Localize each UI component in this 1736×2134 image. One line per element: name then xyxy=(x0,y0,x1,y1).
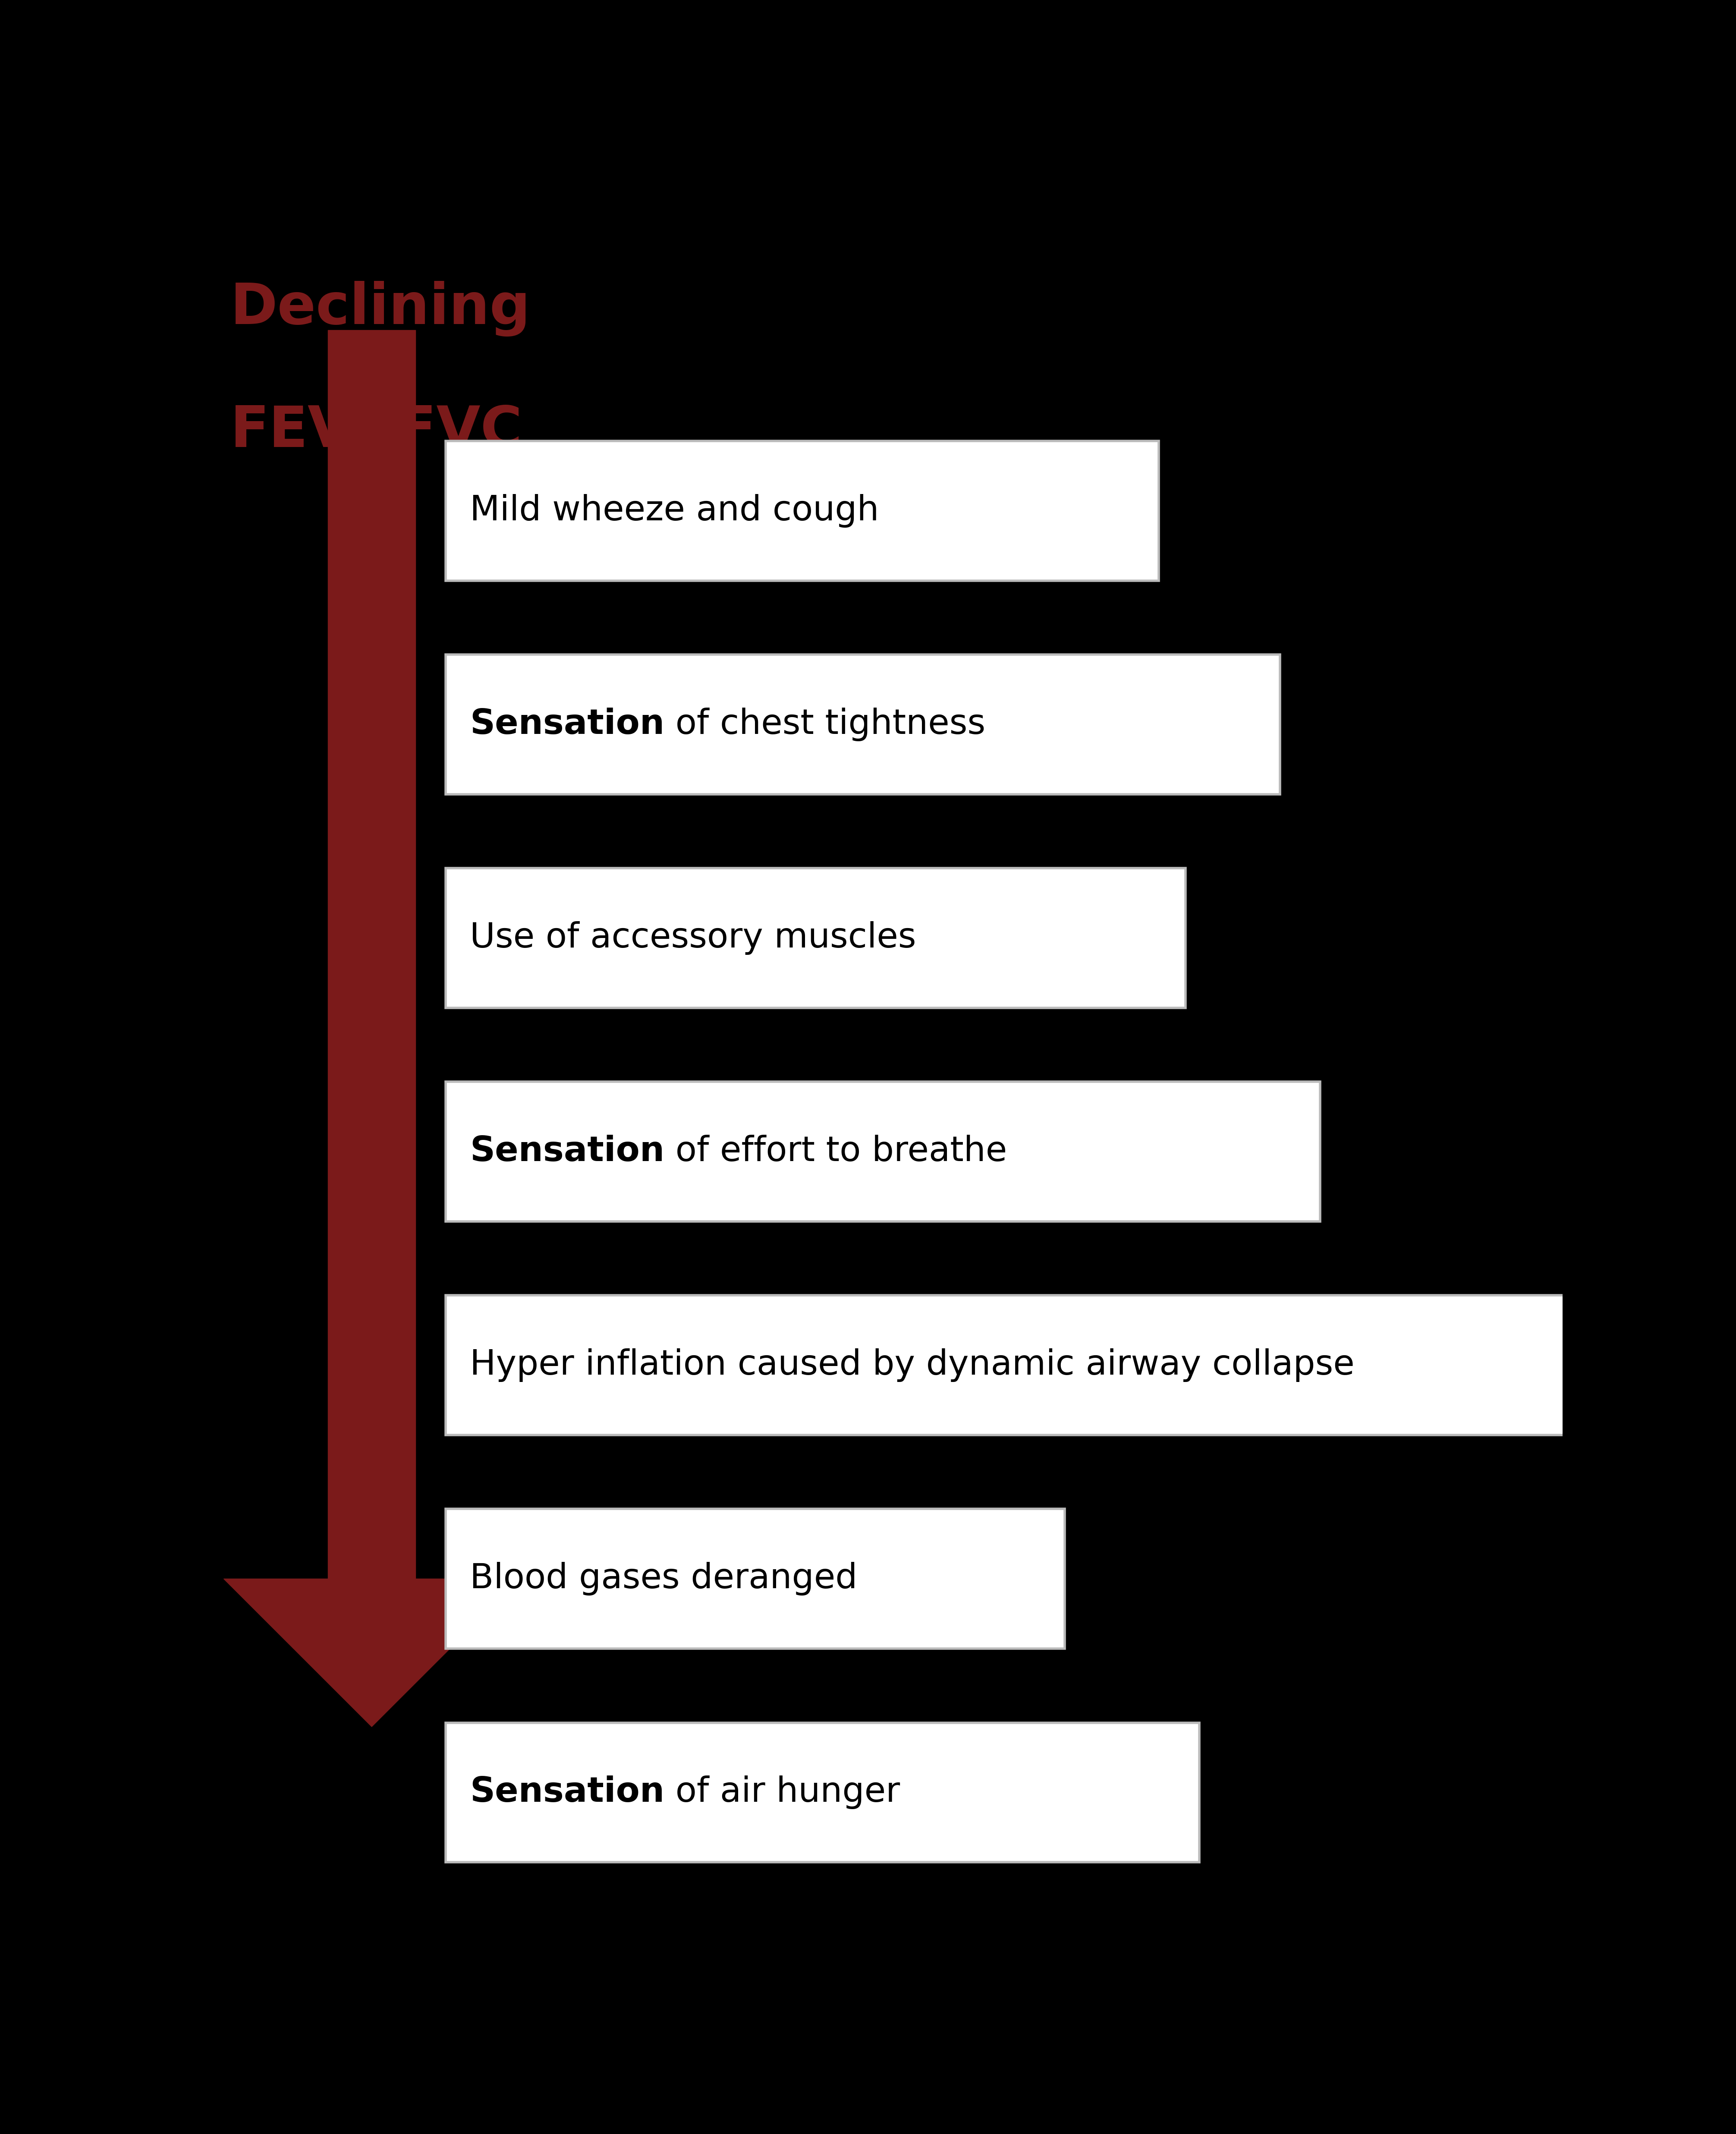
Bar xyxy=(446,1295,1736,1434)
Text: of air hunger: of air hunger xyxy=(665,1775,901,1810)
Text: FEV: FEV xyxy=(231,403,352,459)
Bar xyxy=(446,655,1279,794)
Text: Sensation: Sensation xyxy=(470,708,665,740)
Text: Use of accessory muscles: Use of accessory muscles xyxy=(470,922,917,954)
Text: 1: 1 xyxy=(352,433,377,467)
Bar xyxy=(446,869,1186,1007)
Text: /FVC: /FVC xyxy=(377,403,523,459)
Text: of effort to breathe: of effort to breathe xyxy=(665,1135,1007,1169)
Text: Sensation: Sensation xyxy=(470,1775,665,1810)
Bar xyxy=(328,331,415,1579)
Text: Declining: Declining xyxy=(231,282,531,337)
Text: FEV: FEV xyxy=(231,403,352,459)
Bar xyxy=(446,442,1160,580)
Bar xyxy=(446,1722,1200,1863)
Bar xyxy=(446,1509,1064,1650)
Text: Sensation: Sensation xyxy=(470,1135,665,1169)
Bar xyxy=(446,1082,1319,1221)
Text: Blood gases deranged: Blood gases deranged xyxy=(470,1562,858,1596)
Text: Mild wheeze and cough: Mild wheeze and cough xyxy=(470,493,878,527)
Polygon shape xyxy=(224,1579,519,1726)
Text: Hyper inflation caused by dynamic airway collapse: Hyper inflation caused by dynamic airway… xyxy=(470,1349,1354,1383)
Text: of chest tightness: of chest tightness xyxy=(665,708,986,740)
